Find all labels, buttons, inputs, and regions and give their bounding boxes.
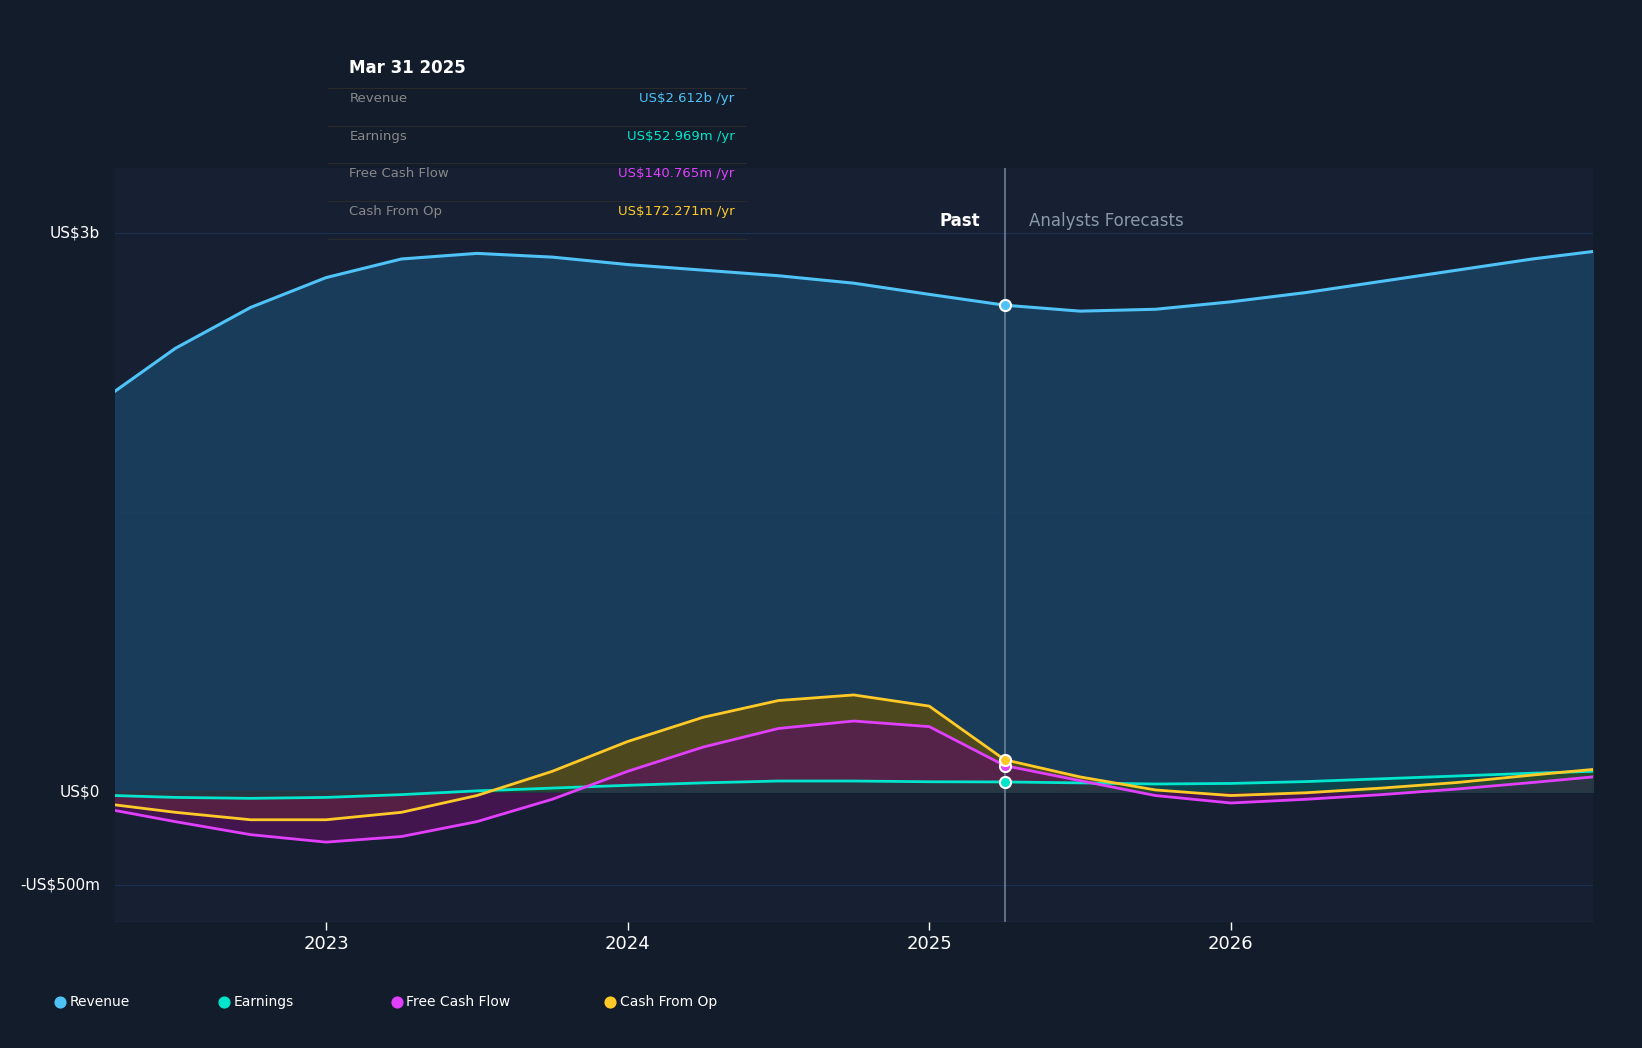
- Text: US$0: US$0: [59, 784, 100, 800]
- Text: Free Cash Flow: Free Cash Flow: [350, 168, 448, 180]
- Text: -US$500m: -US$500m: [20, 877, 100, 893]
- Text: Mar 31 2025: Mar 31 2025: [350, 59, 466, 77]
- Text: US$172.271m /yr: US$172.271m /yr: [617, 205, 734, 218]
- Text: Earnings: Earnings: [233, 995, 294, 1009]
- Text: Cash From Op: Cash From Op: [619, 995, 718, 1009]
- Text: Past: Past: [939, 212, 980, 230]
- Text: Cash From Op: Cash From Op: [350, 205, 442, 218]
- Text: US$2.612b /yr: US$2.612b /yr: [639, 92, 734, 105]
- Point: [384, 994, 410, 1010]
- Point: [598, 994, 624, 1010]
- Point: [48, 994, 74, 1010]
- Text: US$140.765m /yr: US$140.765m /yr: [619, 168, 734, 180]
- Point: [212, 994, 238, 1010]
- Text: Revenue: Revenue: [350, 92, 407, 105]
- Text: Free Cash Flow: Free Cash Flow: [406, 995, 511, 1009]
- Text: US$3b: US$3b: [49, 225, 100, 240]
- Text: US$52.969m /yr: US$52.969m /yr: [627, 130, 734, 143]
- Text: Revenue: Revenue: [69, 995, 130, 1009]
- Text: Earnings: Earnings: [350, 130, 407, 143]
- Text: Analysts Forecasts: Analysts Forecasts: [1030, 212, 1184, 230]
